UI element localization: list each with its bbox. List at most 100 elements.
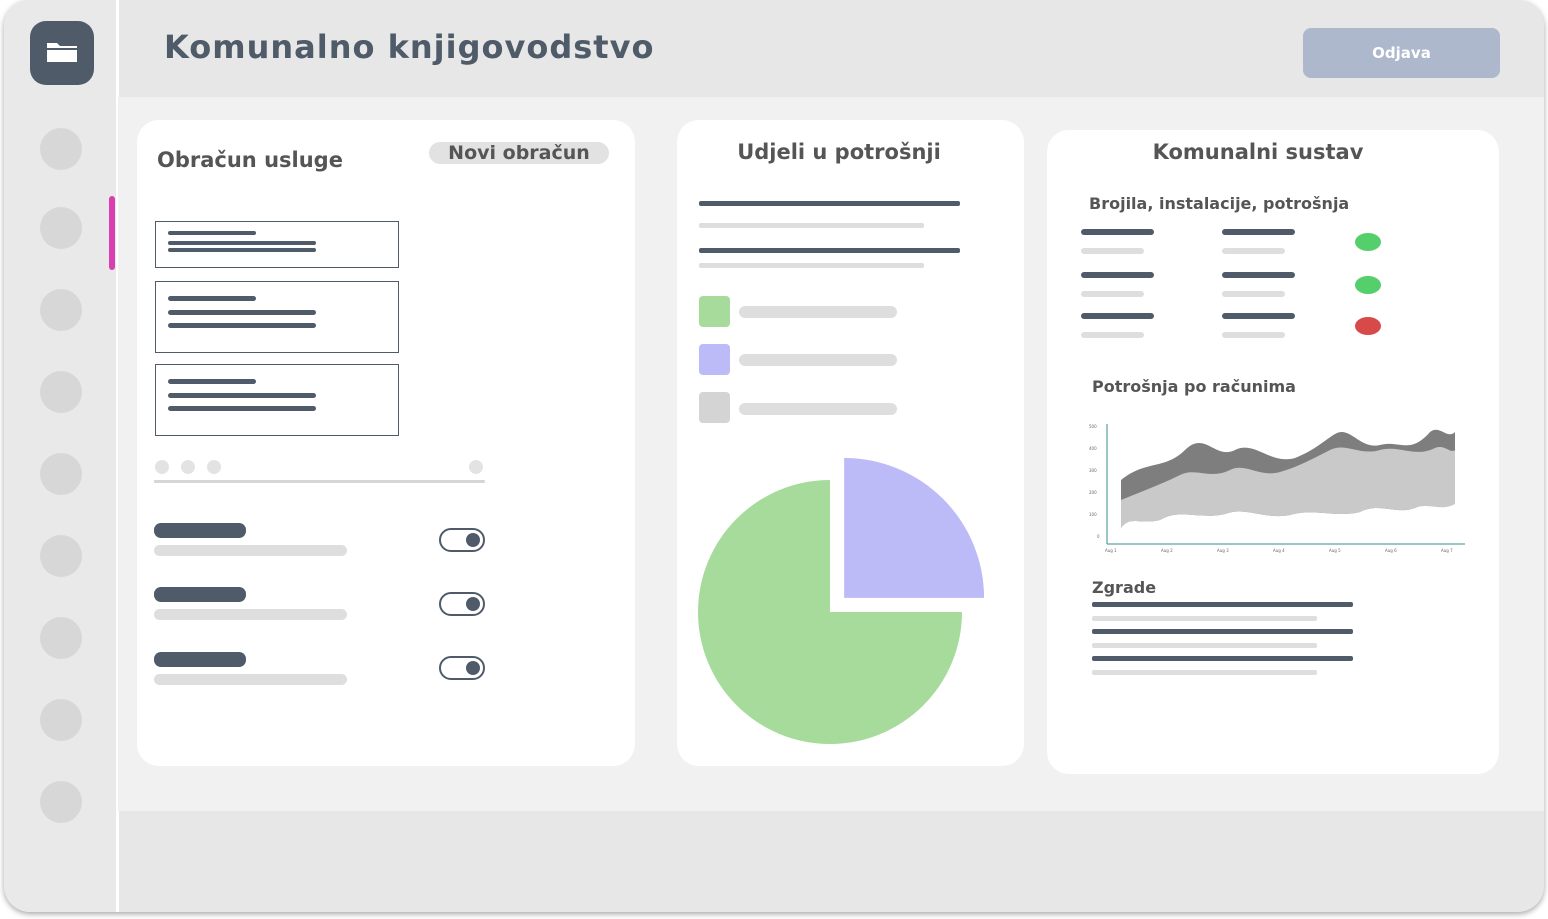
- svg-text:300: 300: [1089, 468, 1097, 473]
- service-card-title: Obračun usluge: [157, 148, 343, 172]
- divider: [154, 480, 485, 483]
- svg-text:Aug 4: Aug 4: [1273, 548, 1285, 553]
- setting-description: [154, 545, 347, 556]
- pie-slice-2: [844, 457, 985, 598]
- utility-system-card: Komunalni sustav Brojila, instalacije, p…: [1047, 130, 1499, 774]
- placeholder-line: [699, 248, 960, 253]
- placeholder-line: [699, 223, 924, 228]
- meters-title: Brojila, instalacije, potrošnja: [1089, 194, 1350, 213]
- pagination-dot[interactable]: [469, 460, 483, 474]
- sidebar-item-5[interactable]: [40, 453, 82, 495]
- pagination-dot[interactable]: [207, 460, 221, 474]
- setting-label: [154, 587, 246, 602]
- consumption-pie-chart: [698, 457, 985, 744]
- meter-cell: [1081, 291, 1144, 297]
- sidebar-item-1[interactable]: [40, 128, 82, 170]
- service-card: Obračun usluge Novi obračun: [137, 120, 635, 766]
- building-line: [1092, 670, 1317, 675]
- sidebar-item-4[interactable]: [40, 371, 82, 413]
- setting-description: [154, 609, 347, 620]
- placeholder-line: [168, 241, 316, 245]
- meter-cell: [1222, 332, 1285, 338]
- consumption-share-card: Udjeli u potrošnji: [677, 120, 1024, 766]
- building-line: [1092, 643, 1317, 648]
- meter-cell: [1081, 248, 1144, 254]
- calculation-item-1[interactable]: [155, 221, 399, 268]
- legend-label: [739, 354, 897, 366]
- placeholder-line: [168, 406, 316, 411]
- folder-logo-button[interactable]: [30, 21, 94, 85]
- legend-swatch-1: [699, 296, 730, 327]
- placeholder-line: [699, 263, 924, 268]
- meter-cell: [1222, 248, 1285, 254]
- setting-toggle-1[interactable]: [439, 528, 485, 552]
- meter-cell: [1222, 313, 1295, 319]
- consumption-title: Potrošnja po računima: [1092, 377, 1296, 396]
- meter-cell: [1081, 332, 1144, 338]
- calculation-item-3[interactable]: [155, 364, 399, 436]
- svg-text:0: 0: [1097, 534, 1100, 539]
- building-line: [1092, 629, 1353, 634]
- sidebar: [4, 0, 119, 912]
- svg-text:200: 200: [1089, 490, 1097, 495]
- sidebar-item-7[interactable]: [40, 617, 82, 659]
- svg-text:Aug 6: Aug 6: [1385, 548, 1397, 553]
- building-line: [1092, 616, 1317, 621]
- building-line: [1092, 602, 1353, 607]
- legend-swatch-2: [699, 344, 730, 375]
- setting-label: [154, 523, 246, 538]
- meter-cell: [1222, 291, 1285, 297]
- setting-toggle-2[interactable]: [439, 592, 485, 616]
- calculation-item-2[interactable]: [155, 281, 399, 353]
- placeholder-line: [699, 201, 960, 206]
- consumption-stream-chart: 500 400 300 200 100 0 Aug 1 Aug 2 Aug 3 …: [1089, 424, 1465, 553]
- legend-swatch-3: [699, 392, 730, 423]
- app-title: Komunalno knjigovodstvo: [164, 28, 655, 66]
- svg-text:Aug 7: Aug 7: [1441, 548, 1453, 553]
- placeholder-line: [168, 248, 316, 252]
- placeholder-line: [168, 296, 256, 301]
- pie-slice-1: [698, 480, 962, 744]
- placeholder-line: [168, 310, 316, 315]
- sidebar-item-2[interactable]: [40, 207, 82, 249]
- app-window: Komunalno knjigovodstvo Odjava Obračun u…: [4, 0, 1544, 912]
- sidebar-item-9[interactable]: [40, 781, 82, 823]
- meter-status-3: [1355, 317, 1381, 335]
- meter-cell: [1222, 229, 1295, 235]
- legend-label: [739, 403, 897, 415]
- svg-text:500: 500: [1089, 424, 1097, 429]
- svg-text:400: 400: [1089, 446, 1097, 451]
- meter-cell: [1081, 229, 1154, 235]
- meter-status-2: [1355, 276, 1381, 294]
- placeholder-line: [168, 379, 256, 384]
- setting-label: [154, 652, 246, 667]
- meter-cell: [1081, 272, 1154, 278]
- sidebar-item-6[interactable]: [40, 535, 82, 577]
- sidebar-item-3[interactable]: [40, 289, 82, 331]
- meter-cell: [1222, 272, 1295, 278]
- placeholder-line: [168, 393, 316, 398]
- new-calculation-button[interactable]: Novi obračun: [429, 142, 609, 164]
- main-content: Obračun usluge Novi obračun: [118, 97, 1544, 811]
- svg-text:Aug 2: Aug 2: [1161, 548, 1173, 553]
- legend-label: [739, 306, 897, 318]
- meter-status-1: [1355, 233, 1381, 251]
- sidebar-item-8[interactable]: [40, 699, 82, 741]
- logout-button[interactable]: Odjava: [1303, 28, 1500, 78]
- svg-text:Aug 1: Aug 1: [1105, 548, 1117, 553]
- meter-cell: [1081, 313, 1154, 319]
- pagination-dot[interactable]: [181, 460, 195, 474]
- folder-icon: [47, 43, 77, 62]
- setting-toggle-3[interactable]: [439, 656, 485, 680]
- share-card-title: Udjeli u potrošnji: [737, 140, 941, 164]
- pagination-dot[interactable]: [155, 460, 169, 474]
- svg-text:100: 100: [1089, 512, 1097, 517]
- placeholder-line: [168, 323, 316, 328]
- svg-text:Aug 5: Aug 5: [1329, 548, 1341, 553]
- svg-text:Aug 3: Aug 3: [1217, 548, 1229, 553]
- active-nav-indicator: [109, 196, 115, 270]
- placeholder-line: [168, 231, 256, 235]
- setting-description: [154, 674, 347, 685]
- system-card-title: Komunalni sustav: [1152, 140, 1364, 164]
- building-line: [1092, 656, 1353, 661]
